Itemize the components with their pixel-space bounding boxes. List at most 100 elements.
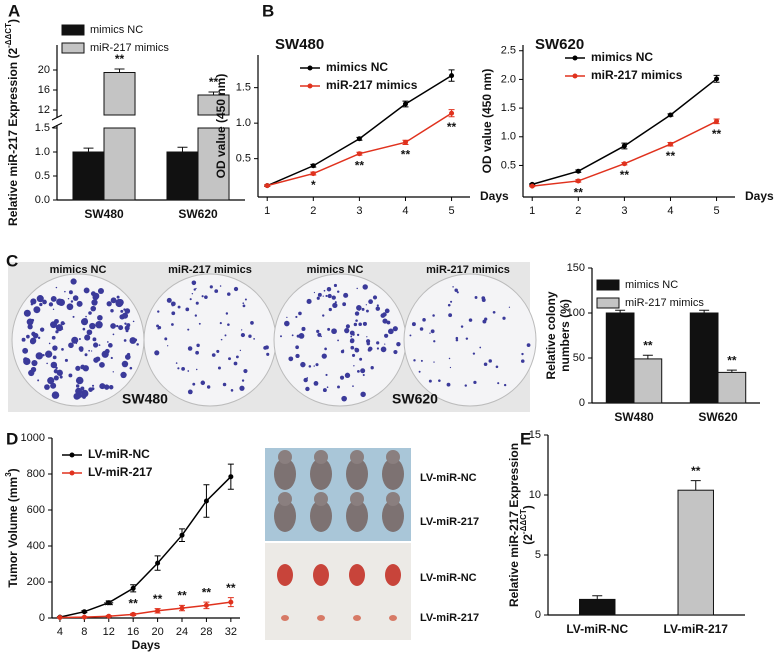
colony bbox=[344, 328, 350, 334]
colony bbox=[132, 320, 135, 323]
colony bbox=[345, 324, 350, 329]
colony bbox=[55, 330, 59, 334]
colony bbox=[110, 323, 116, 329]
colony bbox=[157, 310, 160, 313]
x-tick-label: 4 bbox=[57, 626, 63, 638]
tumor bbox=[281, 615, 289, 621]
colony bbox=[91, 384, 95, 387]
y-tick-label: 1.5 bbox=[35, 122, 50, 134]
legend-swatch bbox=[596, 279, 620, 291]
significance: ** bbox=[104, 599, 114, 613]
colony bbox=[126, 352, 131, 357]
colony bbox=[253, 337, 255, 340]
colony bbox=[222, 382, 227, 387]
colony bbox=[295, 345, 299, 350]
colony bbox=[55, 324, 63, 332]
colony bbox=[219, 285, 222, 287]
chart-title: SW620 bbox=[535, 36, 584, 53]
colony bbox=[331, 295, 336, 300]
cell-line-label: SW620 bbox=[392, 391, 438, 407]
colony bbox=[82, 327, 86, 331]
error-bar bbox=[690, 480, 701, 491]
colony bbox=[227, 292, 231, 296]
colony bbox=[233, 286, 239, 292]
colony bbox=[368, 299, 373, 305]
colony bbox=[418, 370, 421, 373]
colony bbox=[503, 383, 507, 387]
colony bbox=[353, 365, 355, 367]
significance: ** bbox=[691, 464, 701, 478]
panel-label: A bbox=[8, 1, 20, 20]
significance: ** bbox=[153, 592, 163, 606]
colony bbox=[83, 287, 90, 294]
colony bbox=[357, 369, 360, 373]
colony bbox=[362, 373, 365, 377]
colony bbox=[244, 298, 247, 301]
colony bbox=[206, 385, 211, 389]
y-tick-label: 50 bbox=[573, 352, 585, 364]
x-tick-label: 4 bbox=[402, 205, 408, 217]
colony bbox=[382, 318, 388, 324]
colony bbox=[336, 290, 340, 293]
error-bar bbox=[615, 309, 626, 313]
colony bbox=[331, 328, 337, 335]
mouse-head bbox=[350, 492, 364, 506]
colony bbox=[50, 295, 57, 302]
tumor bbox=[317, 615, 325, 621]
colony bbox=[187, 328, 190, 331]
colony bbox=[68, 290, 73, 295]
point bbox=[621, 143, 627, 149]
bar bbox=[103, 127, 136, 201]
colony bbox=[95, 356, 101, 362]
colony bbox=[264, 345, 269, 350]
colony bbox=[303, 377, 308, 383]
colony bbox=[230, 389, 234, 392]
colony bbox=[502, 316, 506, 320]
colony bbox=[112, 371, 114, 373]
error-bar bbox=[642, 354, 653, 359]
point bbox=[228, 599, 234, 605]
colony-group-label: miR-217 mimics bbox=[168, 264, 252, 276]
legend-label: LV-miR-217 bbox=[88, 465, 153, 479]
colony bbox=[103, 384, 110, 390]
colony bbox=[420, 359, 423, 362]
colony bbox=[48, 342, 51, 345]
y-tick-label: 400 bbox=[27, 540, 45, 552]
colony bbox=[460, 325, 464, 328]
colony bbox=[50, 382, 57, 389]
colony bbox=[479, 346, 482, 349]
y-axis-label: Relative colony bbox=[544, 291, 558, 379]
colony bbox=[42, 299, 47, 305]
y-tick-label: 600 bbox=[27, 504, 45, 516]
legend-label: mimics NC bbox=[591, 50, 653, 64]
point bbox=[529, 183, 535, 189]
colony bbox=[33, 306, 41, 314]
colony bbox=[317, 332, 322, 337]
mice-label: LV-miR-NC bbox=[420, 472, 477, 484]
legend-label: mimics NC bbox=[90, 24, 143, 36]
colony bbox=[124, 325, 130, 331]
colony bbox=[482, 319, 487, 324]
colony bbox=[191, 293, 194, 295]
colony bbox=[344, 372, 351, 379]
colony bbox=[48, 302, 54, 307]
colony bbox=[359, 357, 363, 361]
point bbox=[402, 101, 408, 107]
colony bbox=[376, 341, 380, 345]
colony bbox=[75, 342, 78, 345]
legend-label: miR-217 mimics bbox=[591, 68, 683, 82]
colony bbox=[227, 323, 230, 326]
x-tick-label: 8 bbox=[81, 626, 87, 638]
colony bbox=[96, 323, 100, 327]
colony bbox=[51, 391, 60, 399]
colony bbox=[430, 329, 435, 334]
x-tick-label: 3 bbox=[356, 205, 362, 217]
colony bbox=[198, 322, 201, 325]
significance: ** bbox=[355, 158, 365, 172]
colony bbox=[322, 314, 325, 317]
colony bbox=[240, 332, 246, 338]
legend-label: miR-217 mimics bbox=[90, 42, 169, 54]
colony bbox=[354, 311, 360, 316]
colony bbox=[120, 371, 127, 379]
colony bbox=[450, 300, 453, 303]
